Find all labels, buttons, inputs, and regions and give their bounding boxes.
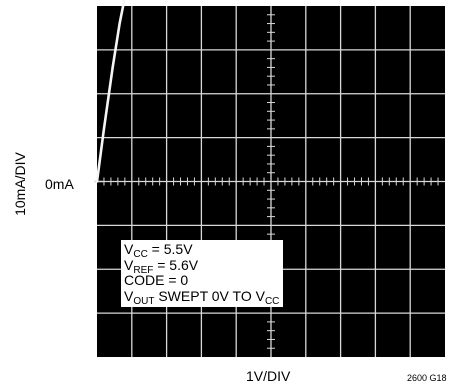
zero-reference-label: 0mA <box>45 176 74 192</box>
annotation-vref: VREF = 5.6V <box>124 256 199 276</box>
figure-id: 2600 G18 <box>407 373 447 383</box>
annotation-code: CODE = 0 <box>124 272 189 288</box>
current-trace <box>95 0 126 183</box>
y-axis-label: 10mA/DIV <box>12 152 28 216</box>
annotation-vcc: VCC = 5.5V <box>124 241 193 260</box>
annotation-vout: VOUT SWEPT 0V TO VCC <box>124 287 280 307</box>
condition-annotation: VCC = 5.5V VREF = 5.6V CODE = 0 VOUT SWE… <box>121 240 284 307</box>
x-axis-label: 1V/DIV <box>246 368 291 384</box>
